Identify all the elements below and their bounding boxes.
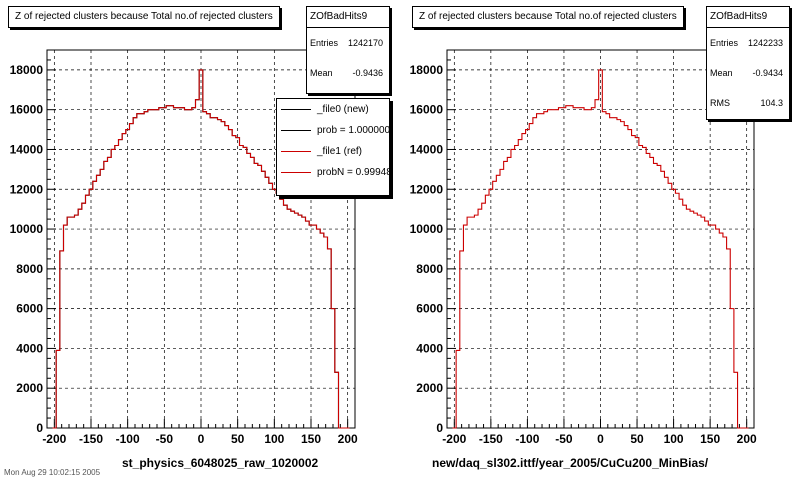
left-y-tick-label: 10000 <box>10 222 44 236</box>
left-stats-entries-row: Entries 1242170 <box>307 28 389 58</box>
left-y-tick-label: 0 <box>36 421 43 435</box>
legend-line-probn <box>281 172 311 173</box>
right-plot-group: -200 -150 -100 -50 0 50 100 150 2000200040006000… <box>410 49 757 446</box>
left-x-tick-label: -50 <box>156 432 174 446</box>
right-y-tick-label: 4000 <box>416 341 443 355</box>
left-x-tick-label: -150 <box>79 432 103 446</box>
left-stats-mean-row: Mean -0.9436 <box>307 58 389 88</box>
left-stats-entries-value: 1242170 <box>347 38 383 48</box>
right-y-tick-label: 0 <box>436 421 443 435</box>
right-y-tick-label: 10000 <box>410 222 444 236</box>
left-y-tick-label: 18000 <box>10 63 44 77</box>
left-stats-mean-value: -0.9436 <box>352 68 383 78</box>
right-series-0-line <box>452 69 749 429</box>
left-histogram-title: Z of rejected clusters because Total no.… <box>8 6 280 28</box>
left-x-tick-label: -100 <box>116 432 140 446</box>
left-stats-name: ZOfBadHits9 <box>307 7 389 28</box>
left-plot-group: -200 -150 -100 -50 0 50 100 150 2000200040006000… <box>10 49 358 446</box>
right-y-tick-label: 12000 <box>410 182 444 196</box>
legend-label-ref: _file1 (ref) <box>317 146 363 157</box>
right-x-tick-label: 50 <box>630 432 644 446</box>
legend-label-new: _file0 (new) <box>317 104 369 115</box>
left-x-tick-label: 0 <box>198 432 205 446</box>
left-x-tick-label: -200 <box>42 432 66 446</box>
left-stats-box: ZOfBadHits9 Entries 1242170 Mean -0.9436 <box>306 6 390 94</box>
left-stats-mean-label: Mean <box>310 68 333 78</box>
right-stats-mean-row: Mean -0.9434 <box>707 58 789 88</box>
right-stats-name: ZOfBadHits9 <box>707 7 789 28</box>
legend-line-new <box>281 109 311 110</box>
legend-entry-probn: probN = 0.999484 <box>277 162 389 183</box>
right-y-tick-label: 6000 <box>416 302 443 316</box>
legend-line-ref <box>281 151 311 152</box>
right-stats-entries-value: 1242233 <box>747 38 783 48</box>
left-y-tick-label: 6000 <box>16 302 43 316</box>
left-x-tick-label: 50 <box>231 432 245 446</box>
right-x-tick-label: -100 <box>515 432 539 446</box>
right-x-axis-title: new/daq_sl302.ittf/year_2005/CuCu200_Min… <box>432 456 709 470</box>
left-legend: _file0 (new) prob = 1.000000 _file1 (ref… <box>276 98 390 196</box>
legend-entry-prob: prob = 1.000000 <box>277 120 389 141</box>
right-stats-entries-row: Entries 1242233 <box>707 28 789 58</box>
legend-line-prob <box>281 130 311 131</box>
right-y-tick-label: 14000 <box>410 142 444 156</box>
right-x-tick-label: 200 <box>737 432 757 446</box>
left-x-axis-title: st_physics_6048025_raw_1020002 <box>122 456 319 470</box>
left-y-tick-label: 16000 <box>10 103 44 117</box>
right-x-tick-label: -200 <box>442 432 466 446</box>
left-x-tick-label: 150 <box>301 432 321 446</box>
legend-entry-new: _file0 (new) <box>277 99 389 120</box>
left-y-tick-label: 14000 <box>10 142 44 156</box>
legend-label-probn: probN = 0.999484 <box>317 167 390 178</box>
right-stats-entries-label: Entries <box>710 38 739 48</box>
right-stats-rms-row: RMS 104.3 <box>707 88 789 118</box>
legend-label-prob: prob = 1.000000 <box>317 125 390 136</box>
right-histogram-title: Z of rejected clusters because Total no.… <box>412 6 684 28</box>
right-x-tick-label: 0 <box>597 432 604 446</box>
left-y-tick-label: 12000 <box>10 182 44 196</box>
left-x-tick-label: 200 <box>338 432 358 446</box>
right-y-tick-label: 16000 <box>410 103 444 117</box>
left-series-1-line <box>52 69 350 429</box>
right-y-tick-label: 2000 <box>416 381 443 395</box>
left-y-tick-label: 4000 <box>16 341 43 355</box>
right-stats-mean-label: Mean <box>710 68 733 78</box>
left-stats-entries-label: Entries <box>310 38 339 48</box>
right-stats-mean-value: -0.9434 <box>752 68 783 78</box>
right-y-tick-label: 8000 <box>416 262 443 276</box>
legend-entry-ref: _file1 (ref) <box>277 141 389 162</box>
right-y-tick-label: 18000 <box>410 63 444 77</box>
right-stats-rms-label: RMS <box>710 98 730 108</box>
right-x-tick-label: -50 <box>555 432 573 446</box>
footer-timestamp: Mon Aug 29 10:02:15 2005 <box>4 468 101 477</box>
right-x-tick-label: 150 <box>700 432 720 446</box>
right-stats-box: ZOfBadHits9 Entries 1242233 Mean -0.9434… <box>706 6 790 120</box>
right-stats-rms-value: 104.3 <box>760 98 783 108</box>
left-x-tick-label: 100 <box>264 432 284 446</box>
left-y-tick-label: 8000 <box>16 262 43 276</box>
right-x-tick-label: -150 <box>479 432 503 446</box>
left-y-tick-label: 2000 <box>16 381 43 395</box>
right-x-tick-label: 100 <box>664 432 684 446</box>
